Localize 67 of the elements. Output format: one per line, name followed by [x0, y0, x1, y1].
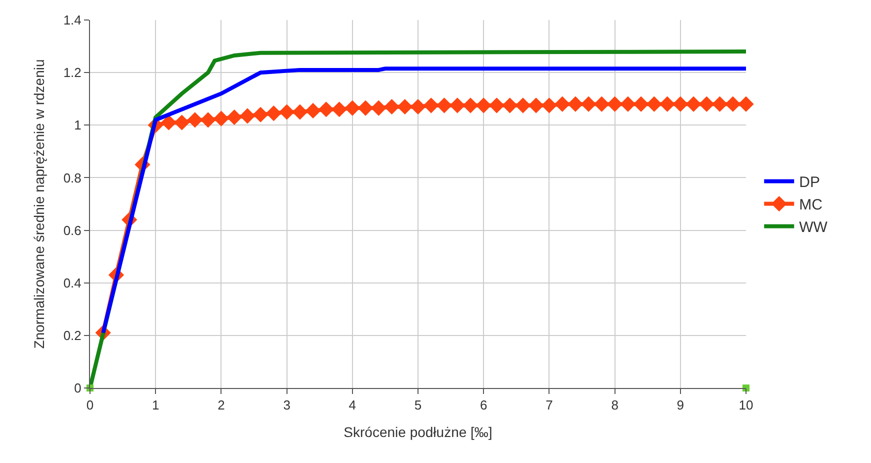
point	[502, 98, 518, 114]
point	[450, 98, 466, 114]
point	[672, 96, 688, 112]
x-tick-label: 10	[738, 398, 754, 413]
x-tick-label: 8	[611, 398, 618, 413]
y-tick-label: 0.4	[63, 275, 82, 290]
point	[423, 98, 439, 114]
point	[226, 109, 242, 126]
legend-label: DP	[799, 174, 820, 192]
x-axis-title: Skrócenie podłużne [‰]	[344, 424, 492, 440]
y-tick-label: 1	[74, 118, 82, 133]
point	[620, 96, 636, 112]
point	[344, 100, 360, 116]
point	[370, 100, 386, 116]
y-tick-label: 0	[74, 380, 82, 396]
point	[633, 96, 649, 112]
point	[200, 112, 216, 128]
x-tick-label: 3	[283, 398, 290, 413]
point	[594, 96, 610, 112]
point	[686, 96, 702, 112]
point	[384, 98, 400, 115]
x-tick-label: 9	[676, 398, 684, 413]
point	[488, 98, 505, 114]
x-tick-label: 2	[218, 398, 225, 413]
y-tick-label: 0.8	[63, 170, 82, 186]
point	[554, 96, 570, 112]
point	[462, 98, 478, 114]
y-tick-label: 0.2	[63, 328, 82, 343]
point	[528, 98, 544, 114]
point	[712, 96, 728, 112]
point	[305, 102, 321, 118]
legend-label: WW	[799, 219, 828, 236]
point	[698, 96, 714, 112]
point	[541, 98, 557, 114]
x-tick-label: 5	[414, 398, 422, 413]
point	[410, 98, 426, 115]
point	[646, 96, 662, 112]
point	[476, 98, 492, 114]
point	[568, 96, 584, 112]
point	[397, 98, 413, 115]
point	[738, 96, 754, 112]
x-tick-label: 7	[546, 398, 553, 413]
point	[240, 108, 256, 124]
point	[331, 102, 348, 118]
x-tick-label: 4	[348, 398, 356, 413]
point	[358, 100, 374, 116]
point	[174, 114, 190, 130]
point	[266, 106, 282, 122]
point	[515, 98, 531, 114]
point	[725, 96, 741, 112]
point	[659, 96, 676, 112]
point	[607, 96, 623, 112]
x-tick-label: 1	[152, 398, 160, 413]
point	[292, 104, 308, 120]
point	[318, 102, 334, 118]
point	[252, 106, 268, 122]
y-tick-label: 1.4	[63, 12, 82, 28]
legend-label: MC	[799, 196, 823, 214]
x-tick-label: 6	[480, 398, 488, 413]
point	[187, 112, 203, 128]
point	[580, 96, 596, 112]
y-tick-label: 1.2	[63, 65, 82, 80]
x-tick-label: 0	[86, 398, 94, 413]
point	[213, 110, 229, 126]
point	[436, 98, 452, 114]
y-tick-label: 0.6	[63, 222, 82, 238]
y-axis-title: Znormalizowane średnie naprężenie w rdzeniu	[30, 59, 47, 349]
